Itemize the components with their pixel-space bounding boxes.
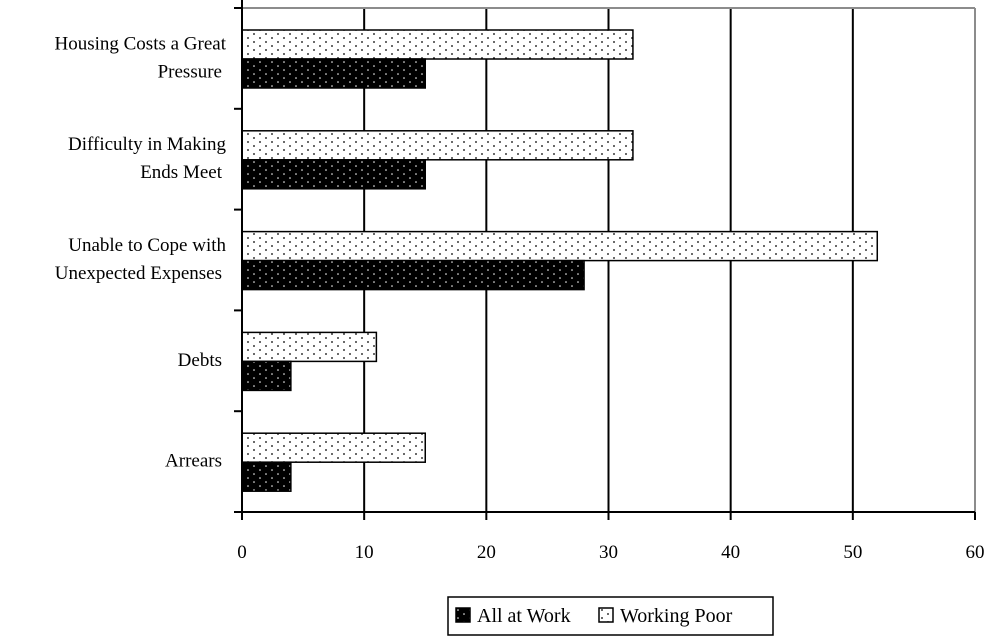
x-tick-label-30: 30 <box>599 542 618 563</box>
plot-area: 0 10 20 30 40 50 60 Housing Costs a Great Pressu… <box>54 0 985 563</box>
bar-working-poor-0 <box>241 29 634 60</box>
x-tick-label-20: 20 <box>477 542 496 563</box>
bar-working-poor-3 <box>241 331 378 363</box>
x-tick-label-40: 40 <box>721 542 740 563</box>
legend-swatch-1 <box>598 607 614 623</box>
legend-label-1: Working Poor <box>620 605 733 627</box>
x-tick-label-10: 10 <box>355 542 374 563</box>
bar-working-poor-4 <box>241 432 426 463</box>
legend: All at Work Working Poor <box>447 596 774 636</box>
bar-all-at-work-3 <box>241 360 292 392</box>
bar-all-at-work-4 <box>241 461 292 492</box>
legend-swatch-0 <box>455 607 471 623</box>
category-label-4: Arrears <box>165 451 222 472</box>
x-tick-label-60: 60 <box>966 542 985 563</box>
bar-working-poor-2 <box>241 230 879 262</box>
bar-all-at-work-0 <box>241 58 426 89</box>
legend-label-0: All at Work <box>477 605 571 627</box>
category-label-0: Housing Costs a Great Pressure <box>54 33 226 82</box>
bar-all-at-work-1 <box>241 159 426 190</box>
category-label-1: Difficulty in Making Ends Meet <box>68 134 226 183</box>
bar-all-at-work-2 <box>241 259 585 291</box>
x-tick-label-0: 0 <box>237 542 247 563</box>
category-label-2: Unable to Cope with Unexpected Expenses <box>55 235 227 284</box>
category-label-3: Debts <box>178 350 222 371</box>
x-tick-label-50: 50 <box>843 542 862 563</box>
bar-working-poor-1 <box>241 130 634 161</box>
